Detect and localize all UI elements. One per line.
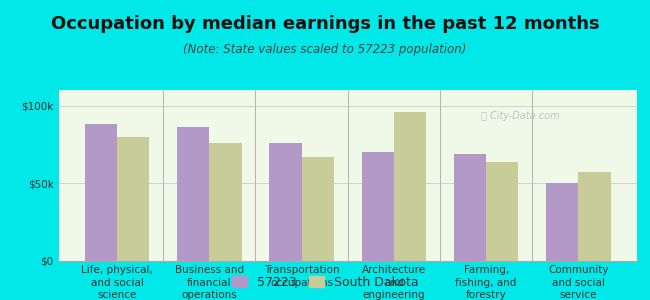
Bar xyxy=(84,124,117,261)
Bar xyxy=(394,112,426,261)
Bar xyxy=(269,143,302,261)
Bar xyxy=(578,172,611,261)
Bar xyxy=(177,127,209,261)
Bar xyxy=(454,154,486,261)
Bar xyxy=(486,161,519,261)
Text: (Note: State values scaled to 57223 population): (Note: State values scaled to 57223 popu… xyxy=(183,44,467,56)
Bar xyxy=(209,143,242,261)
Bar xyxy=(546,183,578,261)
Text: Occupation by median earnings in the past 12 months: Occupation by median earnings in the pas… xyxy=(51,15,599,33)
Legend: 57223, South Dakota: 57223, South Dakota xyxy=(227,271,423,294)
Bar xyxy=(361,152,394,261)
Text: ⓘ City-Data.com: ⓘ City-Data.com xyxy=(481,110,560,121)
Bar xyxy=(117,136,150,261)
Bar xyxy=(302,157,334,261)
